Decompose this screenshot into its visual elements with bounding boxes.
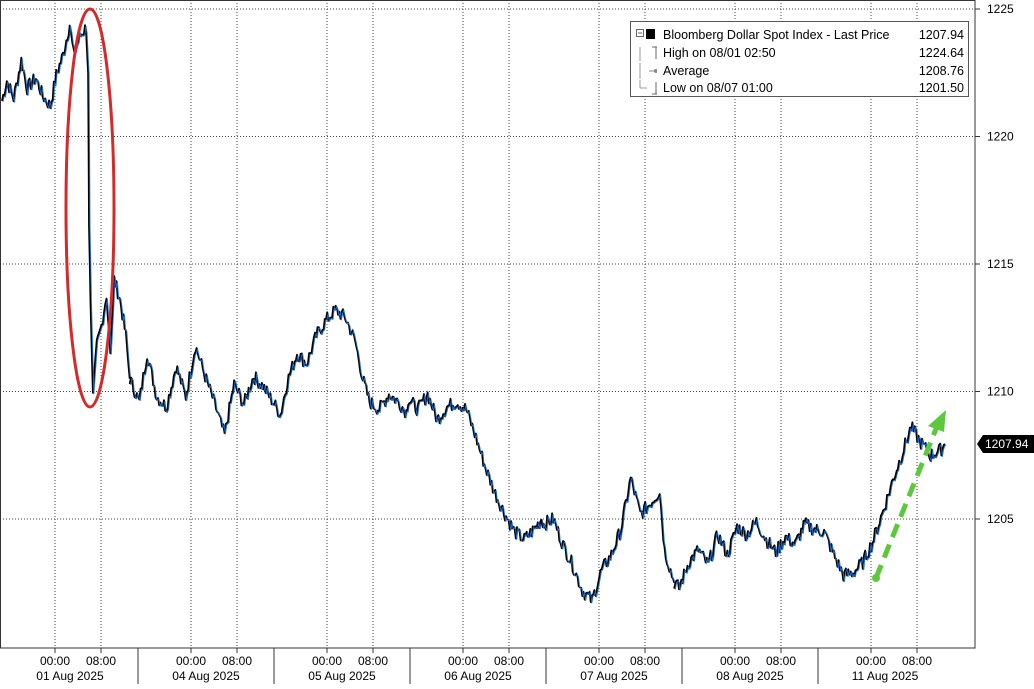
legend-label-last-price: Bloomberg Dollar Spot Index - Last Price	[663, 28, 890, 42]
price-line	[674, 518, 805, 589]
y-tick-label: 1225	[987, 2, 1014, 16]
x-day-label: 01 Aug 2025	[36, 669, 104, 683]
legend-value-average: 1208.76	[919, 64, 964, 78]
x-day-label: 04 Aug 2025	[172, 669, 240, 683]
price-series	[2, 25, 946, 603]
x-tick-label: 08:00	[766, 654, 796, 668]
x-day-label: 07 Aug 2025	[580, 669, 648, 683]
legend-value-low: 1201.50	[919, 81, 964, 95]
x-tick-label: 08:00	[630, 654, 660, 668]
plot-frame	[1, 1, 976, 649]
x-tick-label: 08:00	[222, 654, 252, 668]
x-tick-label: 00:00	[40, 654, 70, 668]
high-marker-icon	[635, 45, 657, 61]
low-marker-icon	[635, 80, 657, 96]
legend-row-high: High on 08/01 02:50 1224.64	[631, 44, 968, 62]
legend-row-average: Average 1208.76	[631, 62, 968, 80]
uptrend-arrowhead	[928, 410, 946, 432]
x-day-label: 06 Aug 2025	[444, 669, 512, 683]
x-tick-label: 08:00	[86, 654, 116, 668]
gridlines	[0, 0, 975, 648]
x-tick-label: 08:00	[358, 654, 388, 668]
x-tick-label: 00:00	[448, 654, 478, 668]
y-tick-label: 1210	[987, 385, 1014, 399]
x-tick-label: 00:00	[584, 654, 614, 668]
price-line	[805, 422, 945, 580]
y-tick-label: 1220	[987, 130, 1014, 144]
legend-label-low: Low on 08/07 01:00	[663, 81, 773, 95]
legend-row-low: Low on 08/07 01:00 1201.50	[631, 79, 968, 97]
x-tick-label: 00:00	[176, 654, 206, 668]
x-tick-label: 00:00	[856, 654, 886, 668]
x-day-label: 11 Aug 2025	[852, 669, 919, 683]
x-tick-label: 08:00	[494, 654, 524, 668]
last-price-tag-label: 1207.94	[985, 437, 1029, 451]
x-day-label: 05 Aug 2025	[308, 669, 376, 683]
legend: Bloomberg Dollar Spot Index - Last Price…	[630, 21, 969, 97]
uptrend-arrow	[876, 424, 938, 578]
legend-row-last-price: Bloomberg Dollar Spot Index - Last Price…	[631, 26, 968, 44]
price-line	[130, 348, 263, 433]
x-tick-label: 00:00	[312, 654, 342, 668]
x-tick-label: 08:00	[902, 654, 932, 668]
average-marker-icon	[635, 63, 657, 79]
last-price-swatch-icon	[635, 27, 657, 43]
x-day-label: 08 Aug 2025	[716, 669, 784, 683]
legend-value-high: 1224.64	[919, 46, 964, 60]
price-line-highlight	[806, 423, 946, 581]
y-tick-label: 1215	[987, 257, 1014, 271]
y-tick-label: 1205	[987, 512, 1014, 526]
legend-label-high: High on 08/01 02:50	[663, 46, 776, 60]
legend-value-last-price: 1207.94	[919, 28, 964, 42]
uptrend-arrow-start	[872, 574, 880, 582]
price-line	[542, 477, 675, 602]
legend-label-average: Average	[663, 64, 709, 78]
x-tick-label: 00:00	[720, 654, 750, 668]
